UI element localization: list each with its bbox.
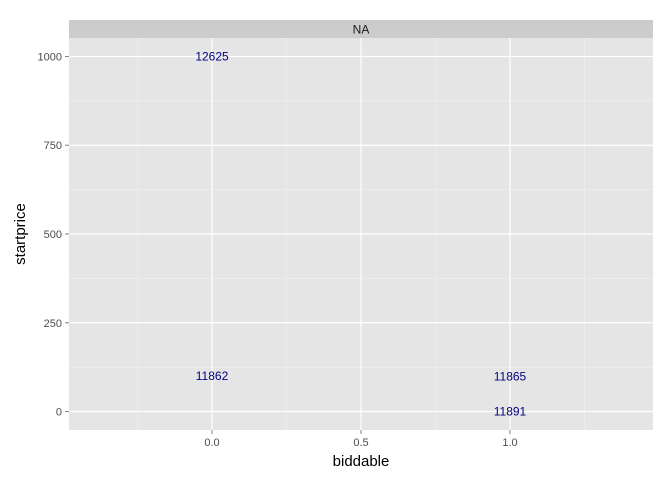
point-labels: 12625 11862 11865 11891 — [195, 49, 526, 418]
x-axis-title: biddable — [333, 453, 390, 470]
y-tick-label: 1000 — [38, 51, 62, 63]
point-label: 11862 — [196, 369, 229, 383]
y-tick-label: 0 — [56, 407, 62, 419]
y-tick-label: 750 — [44, 140, 62, 152]
x-tick-label: 0.5 — [353, 437, 368, 449]
x-axis: 0.0 0.5 1.0 — [204, 430, 518, 449]
y-axis: 0 250 500 750 1000 — [38, 51, 69, 419]
y-axis-title: startprice — [12, 203, 29, 265]
x-tick-label: 0.0 — [204, 437, 219, 449]
y-tick-label: 500 — [44, 229, 62, 241]
y-tick-label: 250 — [44, 318, 62, 330]
facet-strip — [69, 20, 653, 38]
point-label: 12625 — [195, 49, 229, 63]
x-tick-label: 1.0 — [502, 437, 517, 449]
major-gridlines — [69, 38, 653, 430]
point-label: 11891 — [494, 405, 527, 419]
facet-strip-label: NA — [353, 23, 370, 37]
point-label: 11865 — [494, 369, 527, 383]
